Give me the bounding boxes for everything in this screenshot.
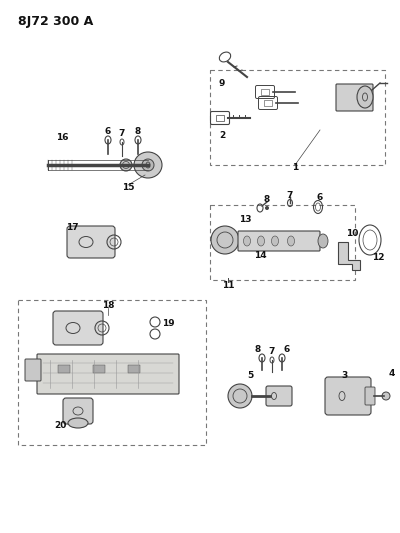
Circle shape [211, 226, 239, 254]
FancyBboxPatch shape [336, 84, 373, 111]
Text: 1: 1 [292, 164, 298, 173]
Text: 3: 3 [342, 370, 348, 379]
Text: 12: 12 [372, 254, 384, 262]
Text: 16: 16 [56, 133, 68, 142]
Bar [210, 70, 385, 165]
Text: 5: 5 [247, 370, 253, 379]
Text: 14: 14 [254, 251, 266, 260]
Ellipse shape [258, 236, 264, 246]
Polygon shape [338, 242, 360, 270]
Bar [216, 115, 224, 121]
Text: 8: 8 [135, 127, 141, 136]
Bar [264, 100, 272, 106]
Text: 2: 2 [219, 131, 225, 140]
FancyBboxPatch shape [365, 387, 375, 405]
Circle shape [228, 384, 252, 408]
FancyBboxPatch shape [37, 354, 179, 394]
Circle shape [265, 206, 269, 210]
Ellipse shape [318, 234, 328, 248]
Text: 13: 13 [239, 215, 251, 224]
Text: 9: 9 [219, 78, 225, 87]
Ellipse shape [134, 152, 162, 178]
Text: 11: 11 [222, 280, 234, 289]
Circle shape [382, 392, 390, 400]
FancyBboxPatch shape [238, 231, 320, 251]
Text: 6: 6 [317, 193, 323, 203]
Ellipse shape [120, 159, 132, 171]
Text: 10: 10 [346, 230, 358, 238]
Text: 4: 4 [389, 368, 395, 377]
Text: 7: 7 [287, 190, 293, 199]
Ellipse shape [244, 236, 250, 246]
Text: 17: 17 [66, 223, 78, 232]
Ellipse shape [272, 236, 278, 246]
Bar [18, 300, 206, 445]
FancyBboxPatch shape [67, 226, 115, 258]
FancyBboxPatch shape [25, 359, 41, 381]
FancyBboxPatch shape [53, 311, 103, 345]
Ellipse shape [142, 159, 154, 171]
Text: 20: 20 [54, 421, 66, 430]
Text: 6: 6 [284, 345, 290, 354]
FancyBboxPatch shape [325, 377, 371, 415]
FancyBboxPatch shape [63, 398, 93, 424]
Text: 7: 7 [269, 348, 275, 357]
FancyBboxPatch shape [266, 386, 292, 406]
Text: 19: 19 [162, 319, 174, 327]
Ellipse shape [68, 418, 88, 428]
Bar [261, 89, 269, 95]
Bar [93, 365, 105, 373]
Text: 8J72 300 A: 8J72 300 A [18, 15, 93, 28]
Ellipse shape [288, 236, 294, 246]
Bar [210, 205, 355, 280]
Text: 8: 8 [255, 345, 261, 354]
Text: 15: 15 [122, 182, 134, 191]
Text: 6: 6 [105, 127, 111, 136]
Ellipse shape [357, 86, 373, 108]
Bar [58, 365, 70, 373]
Text: 7: 7 [119, 130, 125, 139]
Bar [128, 365, 140, 373]
Text: 8: 8 [264, 196, 270, 205]
Text: 18: 18 [102, 301, 114, 310]
